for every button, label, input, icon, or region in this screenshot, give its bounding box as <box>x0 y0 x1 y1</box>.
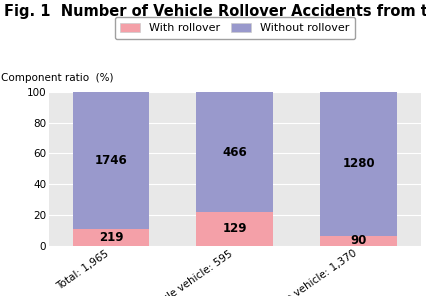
Text: 1280: 1280 <box>342 157 374 170</box>
Bar <box>196 212 273 246</box>
Text: 466: 466 <box>222 146 247 159</box>
Text: 90: 90 <box>350 234 366 247</box>
Bar <box>72 92 149 229</box>
Bar <box>320 92 396 236</box>
Bar <box>320 236 396 246</box>
Text: 129: 129 <box>222 223 247 236</box>
Text: Fig. 1  Number of Vehicle Rollover Accidents from the Micro Surveys: Fig. 1 Number of Vehicle Rollover Accide… <box>4 4 426 20</box>
Bar <box>72 229 149 246</box>
Text: 1746: 1746 <box>95 154 127 167</box>
Bar <box>196 92 273 212</box>
Legend: With rollover, Without rollover: With rollover, Without rollover <box>114 17 354 39</box>
Text: Component ratio  (%): Component ratio (%) <box>1 73 113 83</box>
Text: 219: 219 <box>98 231 123 244</box>
